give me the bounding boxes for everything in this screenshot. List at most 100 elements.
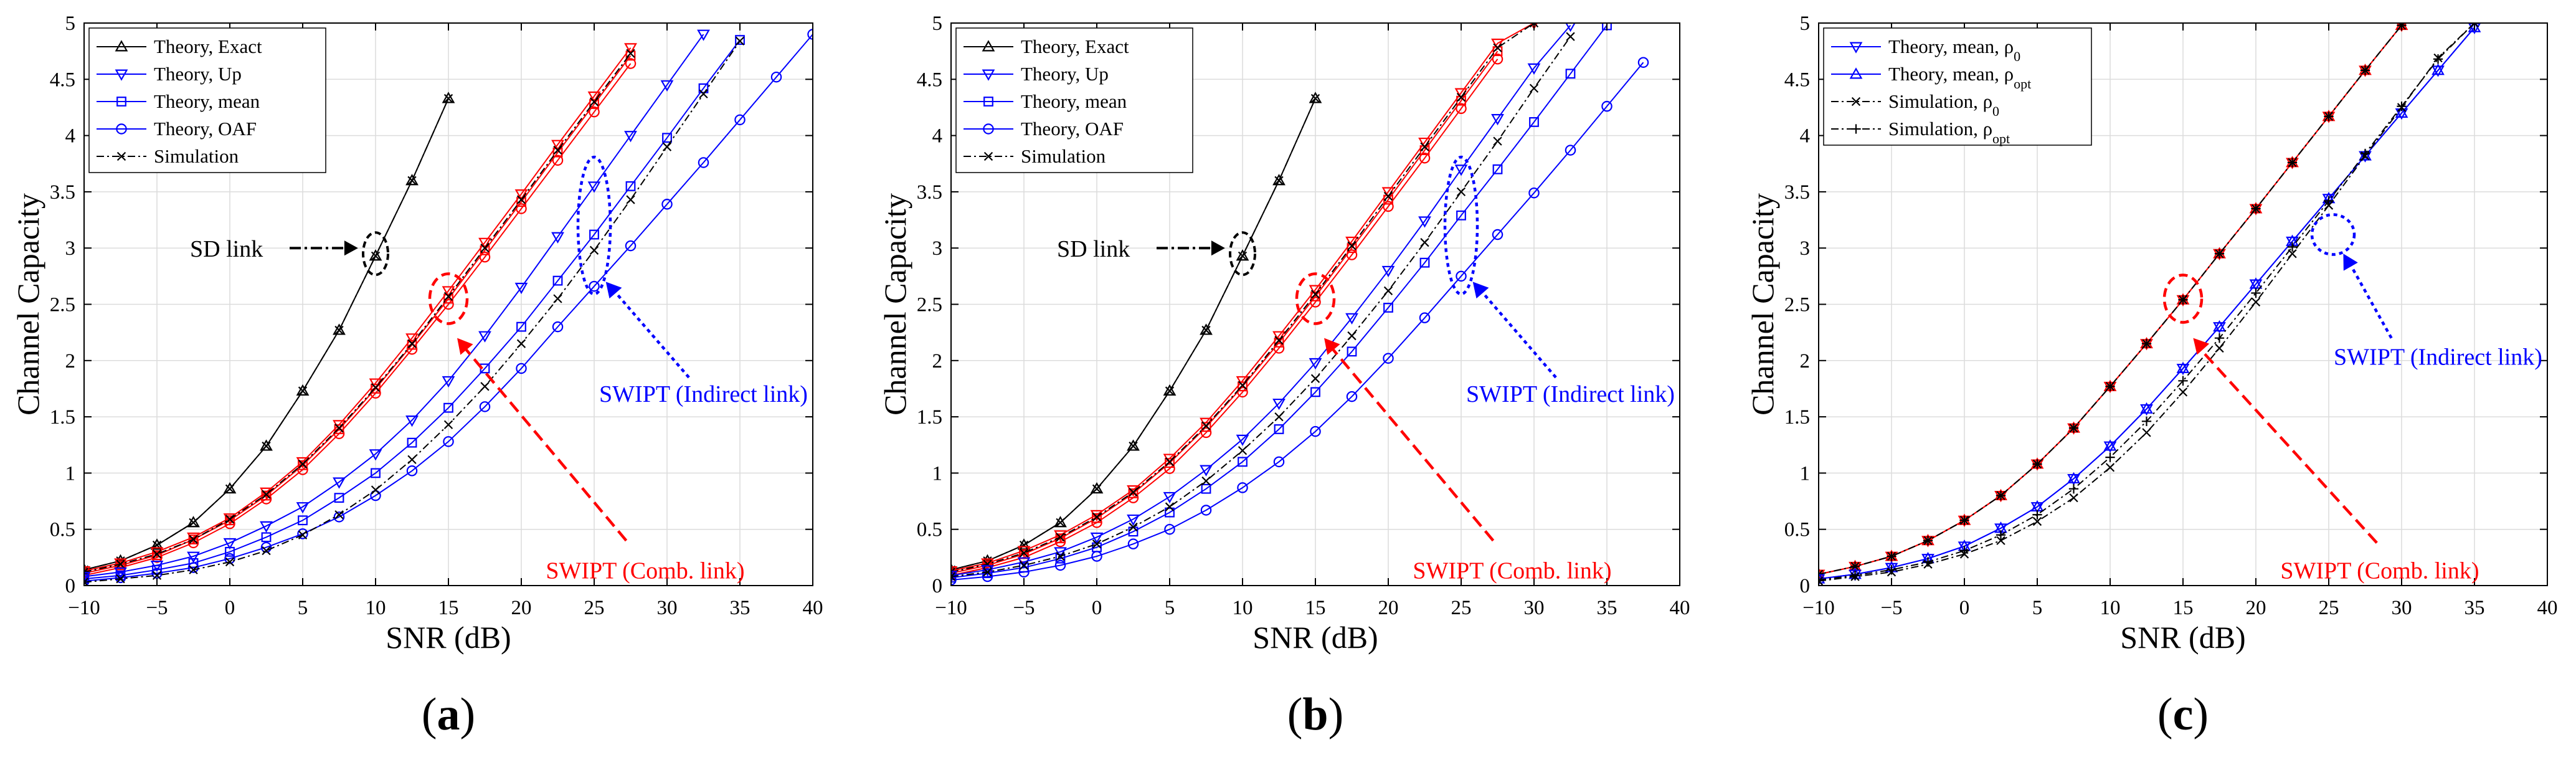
indirect-arrow-head [1472,282,1489,299]
legend-marker [115,40,128,52]
data-point-9-8 [371,485,381,495]
data-point-5-8 [2103,439,2117,451]
indirect-arrow-line [615,292,690,379]
series-line-8 [951,62,1644,581]
data-point-6-6 [2032,516,2042,526]
x-tick-label: 40 [2537,597,2558,619]
data-point-9-6 [298,530,308,539]
x-tick-label: 35 [1597,597,1617,619]
data-point-7-16 [1529,117,1539,127]
data-point-4-15 [625,58,637,69]
data-point-3-14 [589,99,599,109]
data-point-6-1 [981,565,994,577]
data-point-7-7 [2068,484,2079,494]
data-point-6-7 [2069,493,2078,503]
x-tick-label: −10 [935,597,967,619]
data-point-5-3 [1056,533,1065,542]
legend-label: Simulation [1021,145,1106,167]
data-point-5-12 [1383,191,1393,201]
annotation-indirect-label: SWIPT (Indirect link) [2334,344,2542,370]
data-point-9-16 [1529,83,1539,93]
data-point-4-14 [1456,103,1467,115]
data-point-5-17 [2432,64,2445,75]
data-point-7-10 [2178,376,2188,386]
legend-marker [1851,124,1861,134]
data-point-5-13 [553,145,562,155]
data-point-8-13 [552,321,564,333]
data-point-2-15 [1491,39,1504,50]
y-tick-label: 1 [1800,462,1811,485]
legend-marker [1849,67,1863,79]
data-point-6-13 [1418,216,1431,228]
data-point-8-8 [1237,482,1248,493]
legend-label-text: Theory, Exact [154,36,262,57]
x-tick-label: 25 [2319,597,2339,619]
annotation-indirect-label: SWIPT (Indirect link) [1466,381,1675,407]
data-point-3-6 [1165,458,1175,468]
data-point-4-15 [1492,54,1503,65]
data-point-0-5 [260,439,273,451]
data-point-6-6 [296,502,310,514]
data-point-5-15 [626,49,635,58]
legend-label-text: Theory, Up [1021,63,1109,85]
data-point-0-5 [1127,439,1140,451]
legend-label-text: Theory, mean, ρ [1888,63,2014,85]
data-point-8-12 [1383,353,1394,364]
data-point-6-8 [1236,434,1249,446]
data-point-3-12 [2251,204,2261,214]
data-point-8-9 [1273,456,1285,468]
data-point-7-4 [225,546,235,557]
data-point-6-11 [2215,343,2224,353]
data-point-3-7 [2068,423,2079,433]
annotations: SWIPT (Comb. link) SWIPT (Indirect link) [2162,213,2542,584]
annotation-indirect-label: SWIPT (Indirect link) [599,381,808,407]
data-point-2-10 [442,286,455,298]
x-tick-label: 35 [2465,597,2485,619]
data-point-8-17 [1565,145,1576,156]
data-point-6-10 [2178,387,2188,397]
chart-panel-c: −10 −5 0 5 10 15 20 25 30 35 40 0 0.5 1 1.5 2 2.5 3 3.5 4 4.… [1745,12,2558,655]
data-point-6-14 [587,181,601,193]
data-point-5-11 [2213,320,2226,332]
legend-label-text: Simulation, ρ [1888,118,1992,140]
data-point-5-12 [2249,277,2263,289]
series-line-4 [84,63,632,576]
data-point-9-2 [1019,561,1029,570]
annotation-comb-label: SWIPT (Comb. link) [546,558,744,584]
chart-panel-b: −10 −5 0 5 10 15 20 25 30 35 40 0 0.5 1 1.5 2 2.5 3 3.5 4 4.… [878,12,1690,655]
annotations: SD link SWIPT (Comb. link) SWIPT (Indirect… [190,155,808,584]
y-tick-label: 2 [65,350,76,373]
data-point-7-16 [662,133,672,143]
sd-ellipse [362,231,389,277]
data-point-0-7 [333,323,346,335]
caption-close-paren: ) [460,689,476,740]
y-tick-label: 4 [932,125,943,148]
data-point-8-19 [770,71,782,83]
data-point-0-3 [187,516,200,528]
data-point-6-17 [1565,23,1576,32]
data-point-6-16 [660,80,674,92]
data-point-2-15 [624,43,637,55]
legend-marker [115,69,128,81]
data-point-9-3 [189,565,198,574]
data-point-0-7 [1200,323,1213,335]
data-point-6-16 [1527,63,1541,75]
data-point-8-16 [661,199,673,210]
data-point-9-4 [225,557,235,567]
series-line-1 [84,98,449,571]
data-point-2-16 [1530,23,1538,30]
x-axis-label: SNR (dB) [2120,620,2245,655]
data-point-9-15 [626,195,635,204]
data-point-6-12 [2251,297,2261,307]
caption-letter: c [2172,689,2194,740]
data-point-4-6 [1164,463,1175,474]
data-point-7-16 [2397,101,2407,112]
data-point-1-7 [1201,325,1211,335]
indirect-ellipse [2310,213,2356,256]
x-axis-label: SNR (dB) [1252,620,1378,655]
data-point-7-11 [2214,333,2225,343]
y-tick-label: 4 [65,125,76,148]
data-point-0-2 [150,538,164,550]
series-line-5 [84,53,632,573]
data-point-7-13 [1419,257,1430,268]
